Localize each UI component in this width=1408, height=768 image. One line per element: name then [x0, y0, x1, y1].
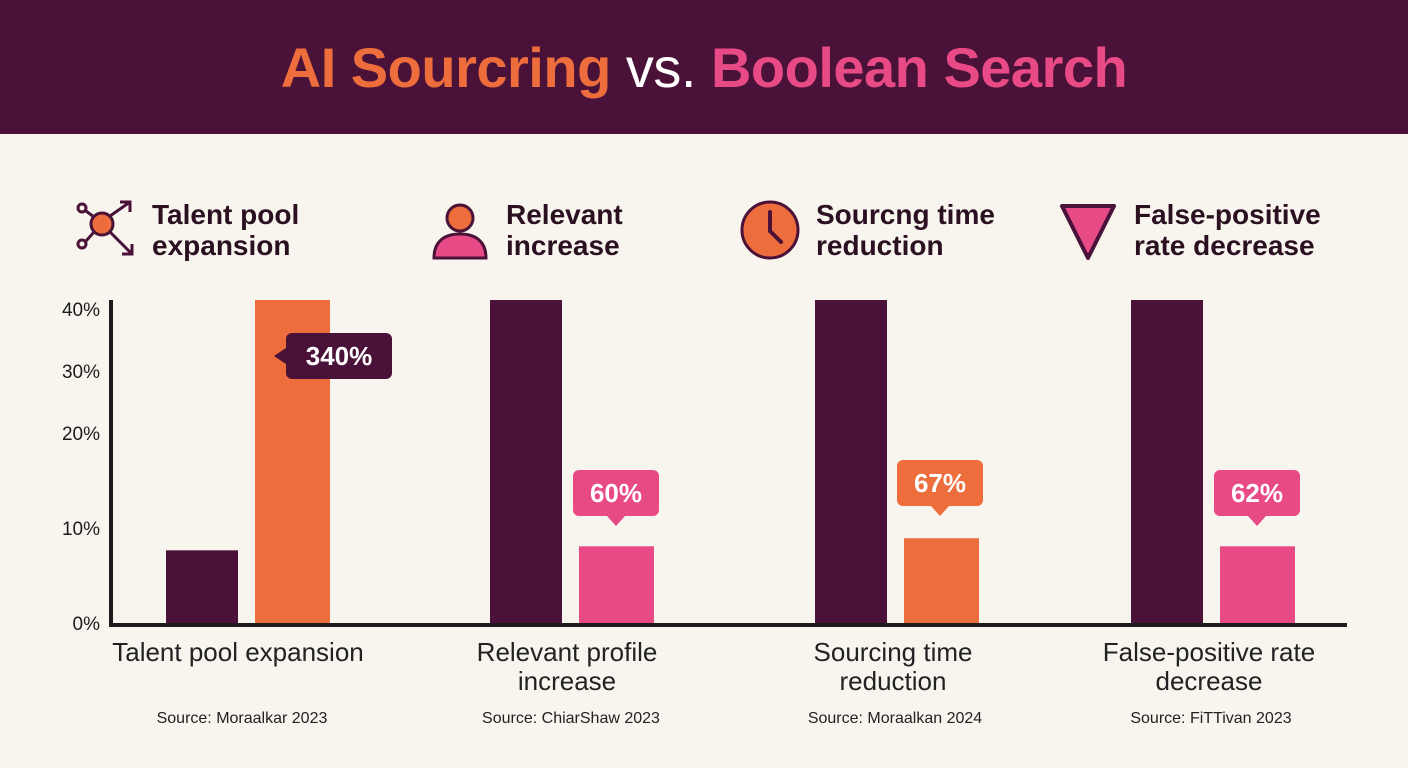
x-label-talent-pool: Talent pool expansion: [112, 637, 364, 667]
bar-series-1: [166, 550, 238, 623]
data-label-callout: 60%: [573, 470, 659, 526]
y-tick-label: 30%: [62, 362, 100, 383]
bar-series-1: [1131, 300, 1203, 623]
title-ai-sourcing: AI Sourcring: [280, 35, 612, 99]
bar-series-1: [815, 300, 887, 623]
y-tick-label: 40%: [62, 300, 100, 321]
category-false-positive: False-positive rate decrease: [1056, 190, 1344, 270]
data-label: 62%: [1231, 478, 1283, 508]
category-label: False-positive rate decrease: [1134, 199, 1321, 261]
source-note: Source: ChiarShaw 2023: [482, 710, 660, 727]
callout-box: [286, 333, 392, 379]
callout-pointer: [931, 506, 949, 516]
clock-icon: [740, 200, 800, 260]
title-boolean-search: Boolean Search: [710, 35, 1128, 99]
y-tick-label: 10%: [62, 519, 100, 540]
callout-pointer: [274, 348, 286, 364]
category-label: Sourcng time reduction: [816, 199, 995, 261]
title-vs: vs.: [610, 35, 711, 99]
x-label-sourcing-time: Sourcing time reduction: [813, 637, 973, 696]
data-label-callout: 340%: [274, 333, 392, 379]
category-talent-pool: Talent pool expansion: [74, 190, 352, 270]
data-label: 67%: [914, 468, 966, 498]
callout-pointer: [607, 516, 625, 526]
y-tick-label: 0%: [73, 614, 101, 635]
category-sourcing-time: Sourcng time reduction: [738, 190, 1016, 270]
category-relevant: Relevant increase: [428, 190, 706, 270]
callout-box: [897, 460, 983, 506]
x-label-false-positive: False-positive rate decrease: [1102, 637, 1316, 696]
header-bar: AI Sourcring vs. Boolean Search: [0, 0, 1408, 134]
x-label-relevant-profile: Relevant profile increase: [476, 637, 658, 696]
bar-series-2: [579, 546, 654, 623]
source-note: Source: FiTTivan 2023: [1130, 710, 1292, 727]
source-note: Source: Moraalkar 2023: [156, 710, 328, 727]
person-icon: [432, 203, 488, 260]
callout-pointer: [1248, 516, 1266, 526]
network-arrows-icon: [76, 200, 134, 256]
down-triangle-icon: [1060, 204, 1116, 260]
data-label-callout: 67%: [897, 460, 983, 516]
callout-box: [1214, 470, 1300, 516]
page-title: AI Sourcring vs. Boolean Search: [280, 35, 1128, 100]
source-note: Source: Moraalkan 2024: [807, 710, 983, 727]
category-label: Relevant increase: [506, 199, 623, 261]
category-label: Talent pool expansion: [152, 199, 300, 261]
data-label: 60%: [590, 478, 642, 508]
bar-series-2: [904, 538, 979, 623]
bar-series-1: [490, 300, 562, 623]
data-label: 340%: [306, 341, 373, 371]
bar-series-2: [1220, 546, 1295, 623]
callout-box: [573, 470, 659, 516]
data-label-callout: 62%: [1214, 470, 1300, 526]
y-tick-label: 20%: [62, 424, 100, 445]
